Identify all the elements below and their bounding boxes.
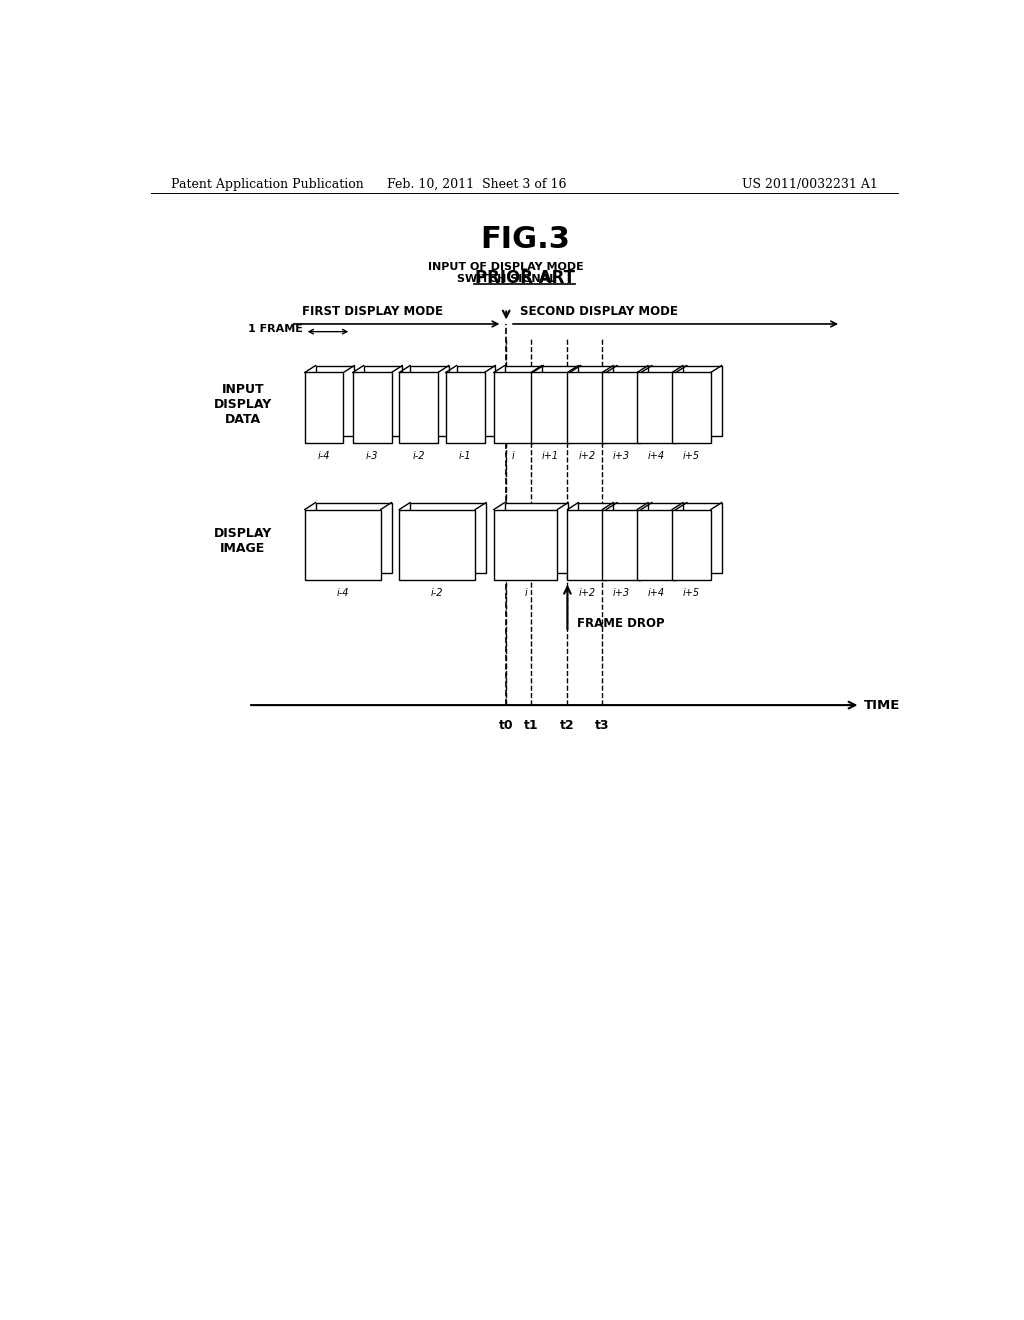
- Polygon shape: [494, 510, 557, 581]
- Text: i-1: i-1: [459, 451, 471, 461]
- Polygon shape: [399, 372, 438, 444]
- Text: t1: t1: [523, 719, 539, 733]
- Text: DISPLAY
IMAGE: DISPLAY IMAGE: [214, 527, 271, 556]
- Polygon shape: [648, 503, 687, 573]
- Polygon shape: [602, 510, 641, 581]
- Polygon shape: [637, 372, 676, 444]
- Text: Feb. 10, 2011  Sheet 3 of 16: Feb. 10, 2011 Sheet 3 of 16: [387, 178, 566, 190]
- Text: i-4: i-4: [317, 451, 331, 461]
- Polygon shape: [352, 372, 391, 444]
- Text: Patent Application Publication: Patent Application Publication: [171, 178, 364, 190]
- Polygon shape: [315, 503, 391, 573]
- Text: 1 FRAME: 1 FRAME: [248, 323, 303, 334]
- Polygon shape: [579, 366, 617, 437]
- Text: i+1: i+1: [542, 451, 559, 461]
- Polygon shape: [531, 372, 569, 444]
- Text: i: i: [524, 589, 527, 598]
- Polygon shape: [613, 503, 652, 573]
- Text: i+2: i+2: [579, 589, 595, 598]
- Polygon shape: [648, 366, 687, 437]
- Polygon shape: [305, 372, 343, 444]
- Polygon shape: [315, 366, 354, 437]
- Text: t0: t0: [499, 719, 513, 733]
- Text: i+3: i+3: [613, 451, 630, 461]
- Polygon shape: [567, 510, 606, 581]
- Text: US 2011/0032231 A1: US 2011/0032231 A1: [742, 178, 878, 190]
- Text: t3: t3: [595, 719, 609, 733]
- Text: FIG.3: FIG.3: [480, 224, 569, 253]
- Polygon shape: [683, 503, 722, 573]
- Polygon shape: [542, 366, 581, 437]
- Polygon shape: [567, 372, 606, 444]
- Text: TIME: TIME: [864, 698, 901, 711]
- Text: i+5: i+5: [683, 589, 700, 598]
- Text: i+3: i+3: [613, 589, 630, 598]
- Polygon shape: [399, 510, 475, 581]
- Text: SECOND DISPLAY MODE: SECOND DISPLAY MODE: [520, 305, 678, 318]
- Polygon shape: [613, 366, 652, 437]
- Polygon shape: [410, 366, 449, 437]
- Polygon shape: [683, 366, 722, 437]
- Polygon shape: [494, 372, 532, 444]
- Text: i-4: i-4: [337, 589, 349, 598]
- Polygon shape: [505, 366, 544, 437]
- Text: i-2: i-2: [413, 451, 425, 461]
- Polygon shape: [672, 372, 711, 444]
- Text: INPUT OF DISPLAY MODE
SWITCH SIGNAL: INPUT OF DISPLAY MODE SWITCH SIGNAL: [428, 263, 584, 284]
- Text: i-2: i-2: [431, 589, 443, 598]
- Polygon shape: [505, 503, 568, 573]
- Polygon shape: [410, 503, 486, 573]
- Text: i+5: i+5: [683, 451, 700, 461]
- Text: t2: t2: [560, 719, 574, 733]
- Polygon shape: [602, 372, 641, 444]
- Text: i+2: i+2: [579, 451, 595, 461]
- Text: INPUT
DISPLAY
DATA: INPUT DISPLAY DATA: [214, 383, 271, 425]
- Polygon shape: [305, 510, 381, 581]
- Text: i+4: i+4: [648, 589, 666, 598]
- Text: PRIOR ART: PRIOR ART: [475, 269, 574, 286]
- Text: FRAME DROP: FRAME DROP: [577, 618, 665, 631]
- Polygon shape: [672, 510, 711, 581]
- Polygon shape: [457, 366, 496, 437]
- Text: i-3: i-3: [366, 451, 379, 461]
- Polygon shape: [445, 372, 484, 444]
- Polygon shape: [364, 366, 402, 437]
- Polygon shape: [637, 510, 676, 581]
- Text: i+4: i+4: [648, 451, 666, 461]
- Text: FIRST DISPLAY MODE: FIRST DISPLAY MODE: [302, 305, 443, 318]
- Text: i: i: [512, 451, 514, 461]
- Polygon shape: [579, 503, 617, 573]
